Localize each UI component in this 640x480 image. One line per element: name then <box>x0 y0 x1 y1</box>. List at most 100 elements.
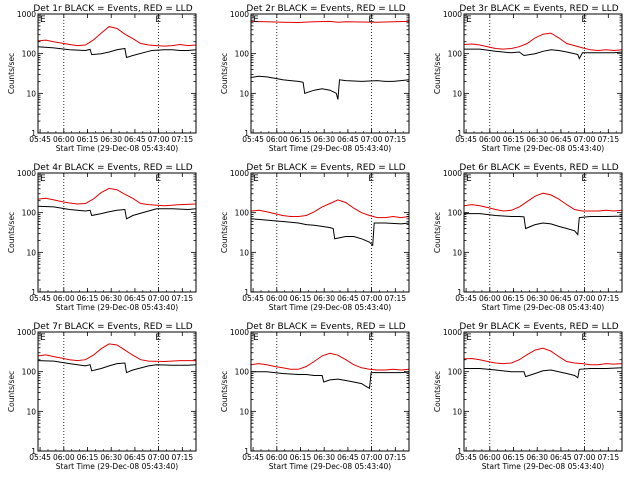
y-tick-label: 1000 <box>230 328 249 337</box>
x-tick-label: 06:15 <box>290 135 312 144</box>
x-tick-label: 06:00 <box>266 135 288 144</box>
series-line-lld <box>37 343 196 363</box>
y-tick-label: 1 <box>457 447 462 456</box>
marker-label-e: E <box>466 15 472 25</box>
series-line-lld <box>250 352 410 371</box>
series-line-lld <box>37 26 197 47</box>
y-tick-label: 10 <box>26 407 36 416</box>
x-tick-label: 06:15 <box>503 294 525 303</box>
x-tick-label: 06:00 <box>479 135 501 144</box>
x-tick-label: 07:00 <box>574 453 596 462</box>
series-line-lld <box>37 187 197 207</box>
x-tick-label: 06:45 <box>337 453 359 462</box>
plot-frame <box>463 172 623 293</box>
x-tick-label: 05:45 <box>242 453 264 462</box>
x-tick-label: 06:30 <box>313 294 335 303</box>
x-tick-label: 06:45 <box>337 294 359 303</box>
plot-frame <box>250 172 410 293</box>
x-axis-label: Start Time (29-Dec-08 05:43:40) <box>56 144 178 153</box>
x-tick-label: 05:45 <box>242 135 264 144</box>
marker-label-e: E <box>368 174 374 184</box>
x-tick-label: 05:45 <box>455 294 477 303</box>
x-tick-label: 06:00 <box>479 294 501 303</box>
x-tick-label: 07:00 <box>148 453 170 462</box>
panel-title: Det 8r BLACK = Events, RED = LLD <box>246 322 405 332</box>
x-tick-label: 07:15 <box>171 135 193 144</box>
panel-title: Det 7r BLACK = Events, RED = LLD <box>33 322 192 332</box>
y-axis-label: Counts/sec <box>433 53 442 94</box>
x-axis-label: Start Time (29-Dec-08 05:43:40) <box>482 462 604 471</box>
x-tick-label: 05:45 <box>29 294 51 303</box>
y-tick-label: 1 <box>31 288 36 297</box>
y-tick-label: 1000 <box>17 10 36 19</box>
x-tick-label: 06:30 <box>526 135 548 144</box>
panel-det-7: Det 7r BLACK = Events, RED = LLD 1 10 100 10… <box>7 322 197 471</box>
y-axis-label: Counts/sec <box>7 371 16 412</box>
marker-label-e: E <box>581 15 587 25</box>
x-tick-label: 07:00 <box>574 294 596 303</box>
x-tick-label: 06:45 <box>124 135 146 144</box>
plot-frame <box>250 331 410 452</box>
y-tick-label: 1000 <box>17 328 36 337</box>
y-axis-label: Counts/sec <box>433 371 442 412</box>
marker-label-e: E <box>253 15 259 25</box>
y-tick-label: 10 <box>239 89 249 98</box>
x-axis-label: Start Time (29-Dec-08 05:43:40) <box>269 462 391 471</box>
y-tick-label: 1000 <box>443 328 462 337</box>
x-tick-label: 06:30 <box>313 453 335 462</box>
panel-title: Det 5r BLACK = Events, RED = LLD <box>246 163 405 173</box>
x-tick-label: 06:45 <box>550 453 572 462</box>
y-tick-label: 10 <box>452 248 462 257</box>
y-tick-label: 10 <box>452 89 462 98</box>
marker-label-e: E <box>368 15 374 25</box>
x-tick-label: 05:45 <box>455 453 477 462</box>
y-tick-label: 100 <box>235 50 250 59</box>
marker-label-e: E <box>253 333 259 343</box>
x-axis-label: Start Time (29-Dec-08 05:43:40) <box>56 303 178 312</box>
y-tick-label: 10 <box>452 407 462 416</box>
y-axis-label: Counts/sec <box>433 212 442 253</box>
x-tick-label: 06:30 <box>526 453 548 462</box>
marker-label-e: E <box>40 333 46 343</box>
x-tick-label: 06:00 <box>266 453 288 462</box>
x-tick-label: 05:45 <box>455 135 477 144</box>
y-tick-label: 1 <box>244 129 249 138</box>
x-tick-label: 06:15 <box>77 453 99 462</box>
x-tick-label: 07:15 <box>597 294 619 303</box>
x-tick-label: 06:15 <box>77 294 99 303</box>
x-tick-label: 06:00 <box>479 453 501 462</box>
series-line-lld <box>250 199 410 219</box>
series-line-events <box>37 360 197 374</box>
x-tick-label: 06:15 <box>290 294 312 303</box>
panel-title: Det 2r BLACK = Events, RED = LLD <box>246 4 405 14</box>
marker-label-e: E <box>40 15 46 25</box>
y-axis-label: Counts/sec <box>220 53 229 94</box>
plot-frame <box>463 13 623 134</box>
panel-det-4: Det 4r BLACK = Events, RED = LLD 1 10 100 10… <box>7 163 197 312</box>
panel-det-2: Det 2r BLACK = Events, RED = LLD 1 10 100 10… <box>220 4 410 153</box>
x-tick-label: 07:00 <box>148 135 170 144</box>
marker-label-e: E <box>155 333 161 343</box>
y-tick-label: 1 <box>457 129 462 138</box>
x-tick-label: 06:45 <box>550 135 572 144</box>
y-tick-label: 1000 <box>230 10 249 19</box>
x-tick-label: 06:30 <box>100 294 122 303</box>
plot-frame <box>37 13 197 134</box>
y-tick-label: 100 <box>448 50 463 59</box>
y-axis-label: Counts/sec <box>7 212 16 253</box>
y-tick-label: 1 <box>457 288 462 297</box>
x-tick-label: 05:45 <box>242 294 264 303</box>
y-tick-label: 100 <box>235 209 250 218</box>
panel-title: Det 4r BLACK = Events, RED = LLD <box>33 163 192 173</box>
x-tick-label: 07:00 <box>361 135 383 144</box>
series-line-lld <box>463 192 623 212</box>
series-line-events <box>250 75 410 100</box>
x-axis-label: Start Time (29-Dec-08 05:43:40) <box>482 303 604 312</box>
marker-label-e: E <box>466 174 472 184</box>
y-tick-label: 1000 <box>443 169 462 178</box>
plot-frame <box>250 13 410 134</box>
x-tick-label: 06:15 <box>290 453 312 462</box>
x-tick-label: 06:45 <box>550 294 572 303</box>
plot-frame <box>37 172 197 293</box>
